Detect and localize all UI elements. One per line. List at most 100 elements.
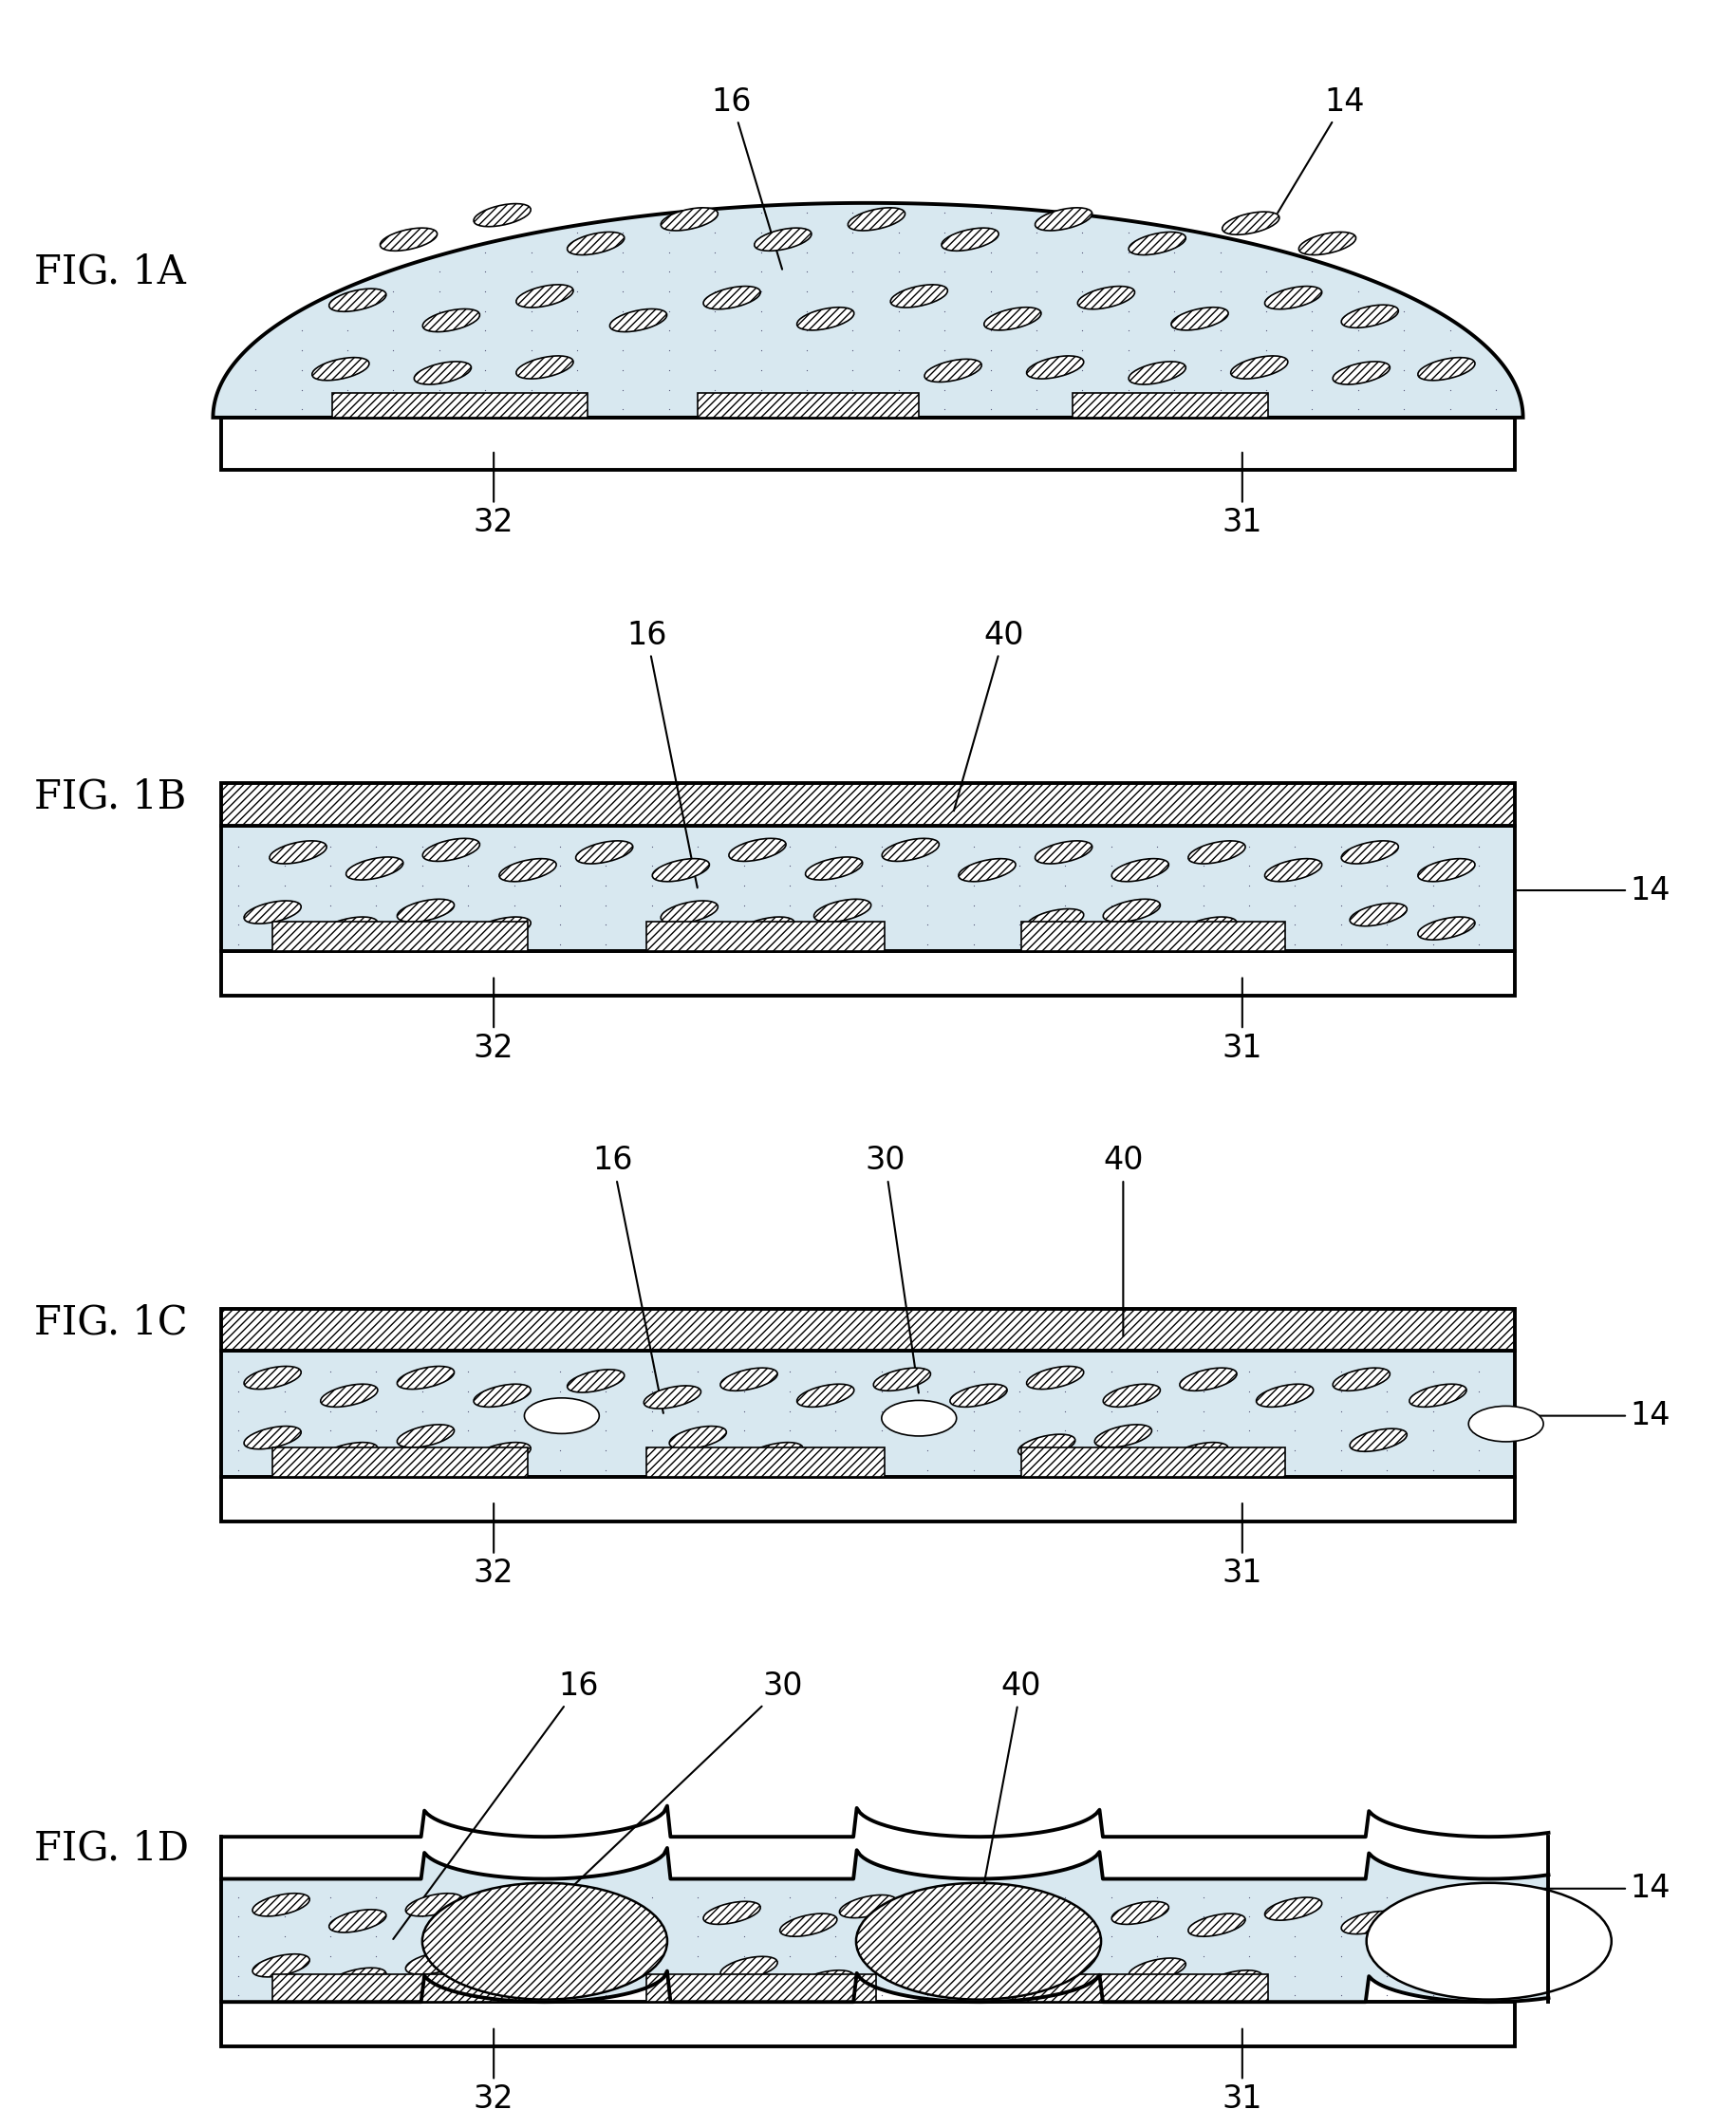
Ellipse shape: [1257, 1383, 1314, 1407]
Bar: [222, 417, 1514, 470]
Ellipse shape: [1333, 362, 1391, 385]
Ellipse shape: [703, 287, 760, 309]
Ellipse shape: [1418, 358, 1476, 381]
Ellipse shape: [1342, 304, 1399, 328]
Ellipse shape: [1180, 1368, 1236, 1392]
Ellipse shape: [1351, 902, 1406, 926]
Ellipse shape: [755, 228, 811, 251]
Text: 40: 40: [1102, 1145, 1144, 1336]
Ellipse shape: [321, 1443, 378, 1466]
Bar: [1021, 921, 1285, 951]
Ellipse shape: [644, 1385, 701, 1409]
Ellipse shape: [1128, 362, 1186, 385]
Ellipse shape: [1266, 860, 1321, 881]
Ellipse shape: [312, 358, 370, 381]
Ellipse shape: [252, 1894, 309, 1915]
Ellipse shape: [398, 1366, 455, 1390]
Ellipse shape: [797, 1383, 854, 1407]
Text: 16: 16: [592, 1145, 663, 1413]
Text: 31: 31: [1222, 1502, 1262, 1590]
Polygon shape: [222, 1847, 1549, 2002]
Ellipse shape: [746, 1443, 804, 1466]
Text: FIG. 1A: FIG. 1A: [35, 251, 186, 292]
Ellipse shape: [245, 1426, 300, 1449]
Text: FIG. 1D: FIG. 1D: [35, 1828, 189, 1868]
Ellipse shape: [670, 1426, 726, 1449]
Bar: [222, 783, 1514, 826]
Ellipse shape: [720, 1368, 778, 1392]
Ellipse shape: [661, 900, 719, 924]
Bar: [1012, 1975, 1267, 2002]
Text: 31: 31: [1222, 2028, 1262, 2115]
Bar: [1021, 1447, 1285, 1477]
Text: 30: 30: [547, 1670, 804, 1911]
Text: 16: 16: [627, 619, 698, 887]
Ellipse shape: [847, 209, 904, 230]
Bar: [222, 1351, 1514, 1477]
Ellipse shape: [653, 860, 710, 881]
Ellipse shape: [609, 309, 667, 332]
Text: 32: 32: [474, 1502, 514, 1590]
Ellipse shape: [806, 858, 863, 879]
Ellipse shape: [1333, 1368, 1391, 1392]
Ellipse shape: [1102, 1383, 1160, 1407]
Ellipse shape: [321, 917, 378, 941]
Ellipse shape: [661, 209, 719, 230]
Ellipse shape: [1111, 860, 1168, 881]
Bar: [648, 1447, 885, 1477]
Ellipse shape: [1342, 1911, 1399, 1934]
Ellipse shape: [958, 860, 1016, 881]
Ellipse shape: [1410, 1383, 1467, 1407]
Circle shape: [1469, 1407, 1543, 1441]
Text: 14: 14: [1517, 1400, 1670, 1432]
Ellipse shape: [406, 1894, 464, 1915]
Ellipse shape: [1172, 1443, 1229, 1466]
Ellipse shape: [797, 1971, 854, 1994]
Text: 14: 14: [1278, 85, 1364, 213]
Ellipse shape: [474, 1383, 531, 1407]
Ellipse shape: [474, 1443, 531, 1466]
Ellipse shape: [873, 1368, 930, 1392]
Text: FIG. 1B: FIG. 1B: [35, 777, 186, 817]
Text: 31: 31: [1222, 453, 1262, 538]
Ellipse shape: [321, 1383, 378, 1407]
Ellipse shape: [398, 900, 455, 921]
Ellipse shape: [345, 858, 403, 879]
Ellipse shape: [269, 841, 326, 864]
Ellipse shape: [568, 232, 625, 255]
Ellipse shape: [840, 1894, 896, 1917]
Ellipse shape: [1266, 287, 1321, 309]
Ellipse shape: [516, 355, 573, 379]
Text: 31: 31: [1222, 979, 1262, 1064]
Ellipse shape: [984, 306, 1042, 330]
Ellipse shape: [703, 1902, 760, 1924]
Ellipse shape: [415, 362, 470, 385]
Ellipse shape: [245, 1366, 300, 1390]
Text: 16: 16: [712, 85, 783, 270]
Bar: [698, 394, 918, 417]
Text: 32: 32: [474, 453, 514, 538]
Ellipse shape: [380, 228, 437, 251]
Text: 14: 14: [1517, 1873, 1670, 1905]
Ellipse shape: [1418, 860, 1476, 881]
Ellipse shape: [516, 285, 573, 309]
Bar: [648, 921, 885, 951]
Ellipse shape: [500, 860, 556, 881]
Ellipse shape: [797, 306, 854, 330]
Bar: [222, 826, 1514, 951]
Text: 30: 30: [865, 1145, 918, 1394]
Text: 14: 14: [1517, 875, 1670, 907]
Ellipse shape: [576, 841, 634, 864]
Ellipse shape: [1418, 917, 1476, 941]
Bar: [1073, 394, 1267, 417]
Ellipse shape: [398, 1424, 455, 1447]
Ellipse shape: [422, 309, 479, 332]
Ellipse shape: [406, 1951, 464, 1975]
Bar: [222, 951, 1514, 996]
Ellipse shape: [1128, 232, 1186, 255]
Bar: [273, 1975, 519, 2002]
Ellipse shape: [422, 838, 479, 862]
Ellipse shape: [1078, 287, 1135, 309]
Ellipse shape: [941, 228, 998, 251]
Ellipse shape: [1035, 841, 1092, 864]
